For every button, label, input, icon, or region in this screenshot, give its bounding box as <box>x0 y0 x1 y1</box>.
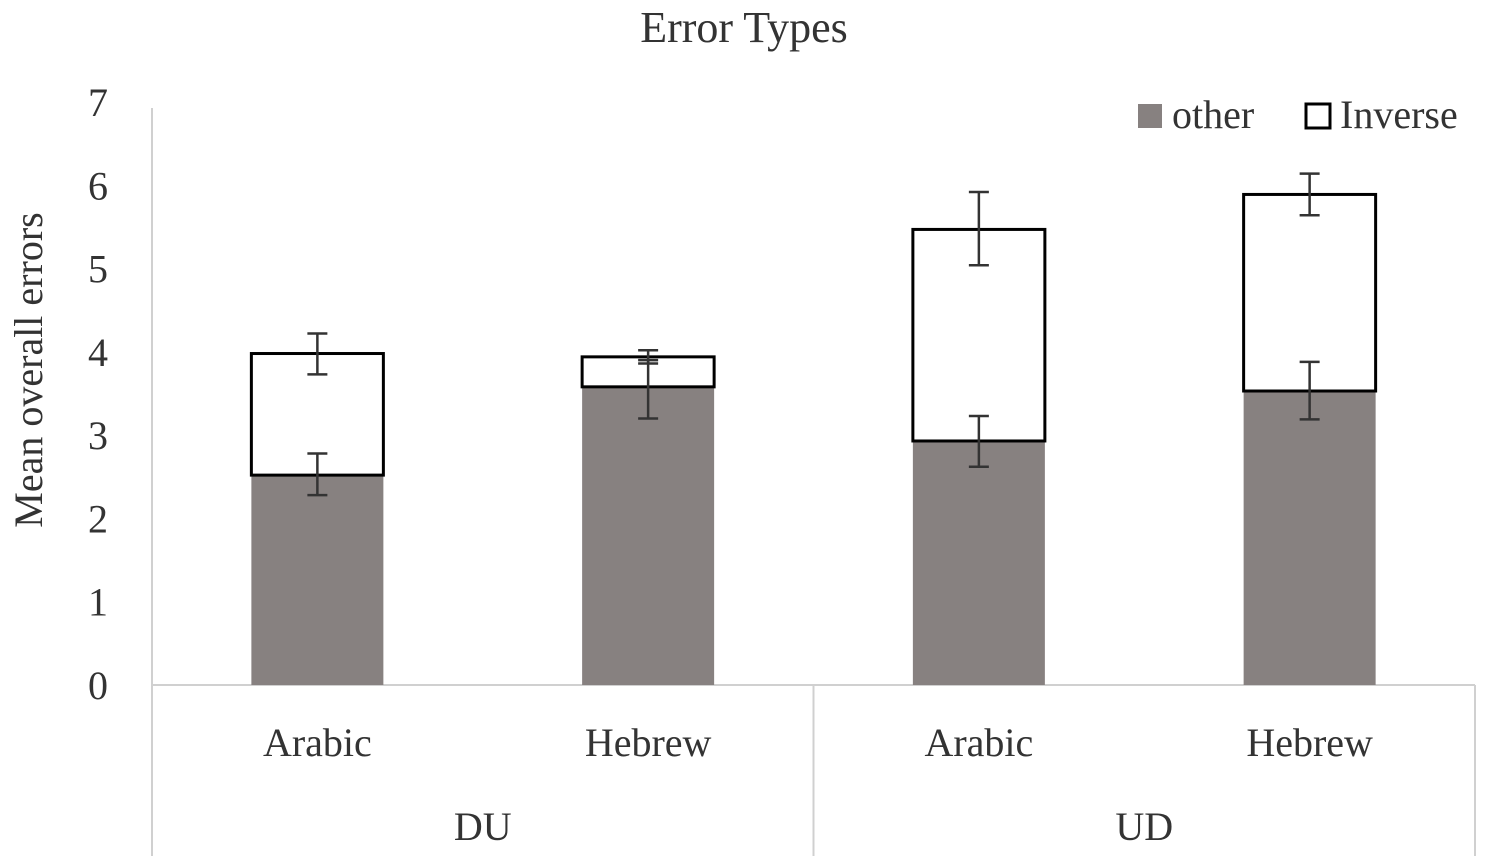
y-tick-label: 0 <box>88 663 108 708</box>
x-axis: Arabic Hebrew Arabic Hebrew DU UD <box>151 684 1476 856</box>
y-tick-label: 7 <box>88 80 108 125</box>
y-tick-label: 1 <box>88 580 108 625</box>
x-tick-label: Arabic <box>924 720 1033 765</box>
bar-other <box>251 475 384 685</box>
group-label: UD <box>1115 804 1173 849</box>
y-axis: 0 1 2 3 4 5 6 7 <box>88 80 153 708</box>
legend-swatch-inverse <box>1304 102 1332 130</box>
bar-other <box>582 386 715 685</box>
bar-other <box>1243 391 1376 685</box>
x-tick-label: Hebrew <box>1246 720 1373 765</box>
bar-other <box>912 440 1045 685</box>
y-axis-label: Mean overall errors <box>6 212 51 527</box>
legend-label-other: other <box>1172 92 1254 137</box>
bars <box>249 192 1378 685</box>
chart-title: Error Types <box>640 3 848 52</box>
y-tick-label: 2 <box>88 496 108 541</box>
legend-swatch-other <box>1138 104 1162 128</box>
group-label: DU <box>454 804 512 849</box>
legend-label-inverse: Inverse <box>1340 92 1458 137</box>
error-bars <box>307 172 1320 497</box>
x-tick-label: Arabic <box>263 720 372 765</box>
y-tick-label: 4 <box>88 330 108 375</box>
legend: other Inverse <box>1138 92 1458 137</box>
y-tick-label: 3 <box>88 413 108 458</box>
y-tick-label: 5 <box>88 247 108 292</box>
y-tick-label: 6 <box>88 163 108 208</box>
x-tick-label: Hebrew <box>585 720 712 765</box>
